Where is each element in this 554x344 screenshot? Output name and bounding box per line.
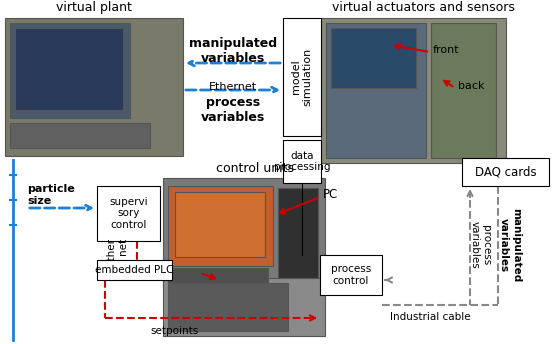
Bar [431, 23, 496, 158]
Text: process
variables: process variables [469, 221, 491, 269]
Text: Ether
net: Ether net [106, 238, 128, 266]
Text: DAQ cards: DAQ cards [475, 165, 536, 179]
Bar [10, 23, 130, 118]
Text: process
variables: process variables [201, 96, 265, 124]
Bar [462, 158, 549, 186]
Bar [175, 192, 265, 257]
Bar [283, 18, 321, 136]
Text: manipulated
variables: manipulated variables [189, 37, 277, 65]
Text: model
simulation: model simulation [291, 48, 313, 106]
Bar [168, 283, 288, 331]
Text: setpoints: setpoints [151, 326, 199, 336]
Text: Ethernet: Ethernet [209, 82, 257, 92]
Text: virtual actuators and sensors: virtual actuators and sensors [332, 1, 515, 14]
Bar [283, 140, 321, 183]
Bar [10, 123, 150, 148]
Bar [15, 28, 123, 110]
Text: embedded PLC: embedded PLC [95, 265, 174, 275]
Bar [168, 186, 273, 266]
Bar [163, 178, 325, 288]
Bar [326, 23, 426, 158]
Text: virtual plant: virtual plant [56, 1, 132, 14]
Bar [5, 18, 183, 156]
Text: PC: PC [323, 189, 338, 202]
Bar [97, 186, 160, 241]
Text: manipulated
variables: manipulated variables [499, 208, 521, 282]
Text: front: front [433, 45, 460, 55]
Bar [320, 255, 382, 295]
Text: data
processing: data processing [274, 151, 330, 172]
Bar [168, 268, 268, 286]
Text: supervi
sory
control: supervi sory control [109, 197, 148, 230]
Text: Industrial cable: Industrial cable [389, 312, 470, 322]
Text: process
control: process control [331, 264, 371, 286]
Bar [321, 18, 506, 163]
Bar [331, 28, 416, 88]
Text: control units: control units [216, 162, 294, 175]
Bar [163, 278, 325, 336]
Bar [278, 188, 318, 278]
Text: particle
size: particle size [27, 184, 75, 206]
Bar [97, 260, 172, 280]
Text: back: back [458, 81, 485, 91]
